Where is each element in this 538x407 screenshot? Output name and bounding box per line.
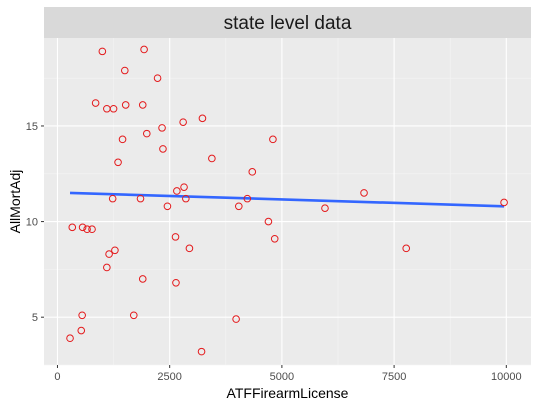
x-axis-title: ATFFirearmLicense bbox=[227, 385, 349, 401]
data-point bbox=[140, 45, 148, 54]
data-point bbox=[120, 66, 129, 75]
data-point bbox=[182, 194, 190, 203]
data-point bbox=[158, 124, 166, 132]
data-point bbox=[66, 334, 74, 343]
data-points bbox=[66, 45, 508, 356]
data-point bbox=[108, 194, 117, 203]
data-point bbox=[235, 202, 243, 211]
data-point bbox=[83, 225, 91, 234]
data-point bbox=[402, 244, 411, 253]
data-point bbox=[109, 104, 118, 113]
data-point bbox=[269, 135, 277, 144]
y-tick-label: 15 bbox=[26, 121, 38, 133]
data-point bbox=[321, 204, 329, 212]
data-point bbox=[185, 244, 194, 253]
data-point bbox=[270, 234, 279, 243]
data-point bbox=[243, 194, 252, 203]
data-point bbox=[180, 183, 188, 191]
y-tick-label: 10 bbox=[26, 217, 38, 229]
data-point bbox=[118, 135, 127, 144]
data-point bbox=[129, 311, 138, 320]
data-point bbox=[232, 315, 240, 323]
data-point bbox=[208, 154, 216, 163]
data-point bbox=[198, 114, 207, 123]
x-tick-label: 2500 bbox=[157, 371, 181, 383]
data-point bbox=[114, 158, 122, 167]
data-point bbox=[163, 202, 172, 211]
y-tick-label: 5 bbox=[32, 312, 38, 324]
data-point bbox=[103, 263, 111, 272]
data-point bbox=[98, 47, 107, 56]
x-tick-label: 5000 bbox=[270, 371, 294, 383]
data-point bbox=[138, 101, 147, 109]
data-point bbox=[197, 347, 206, 356]
x-tick-label: 0 bbox=[54, 371, 60, 383]
data-point bbox=[159, 145, 167, 153]
data-point bbox=[78, 223, 87, 232]
data-point bbox=[248, 168, 257, 176]
data-point bbox=[136, 194, 145, 203]
data-point bbox=[78, 311, 86, 320]
trend-line bbox=[69, 191, 505, 208]
data-point bbox=[360, 189, 368, 197]
data-point bbox=[171, 233, 180, 241]
data-point bbox=[173, 187, 181, 195]
major-gridlines bbox=[44, 38, 531, 365]
data-point bbox=[153, 74, 162, 82]
data-point bbox=[142, 129, 151, 138]
facet-strip bbox=[44, 7, 531, 38]
x-axis-ticks: 0 2500 5000 7500 10000 bbox=[54, 365, 522, 383]
data-point bbox=[68, 223, 77, 232]
data-point bbox=[77, 326, 86, 335]
plot-panel bbox=[44, 38, 531, 365]
facet-strip-title: state level data bbox=[224, 13, 352, 34]
data-point bbox=[121, 101, 130, 109]
data-point bbox=[172, 278, 180, 287]
data-point bbox=[88, 225, 96, 234]
y-axis-title: AllMortAdj bbox=[7, 170, 23, 234]
data-point bbox=[91, 99, 100, 107]
data-point bbox=[111, 246, 119, 255]
x-tick-label: 10000 bbox=[491, 371, 522, 383]
data-point bbox=[105, 250, 113, 258]
data-point bbox=[500, 198, 508, 207]
data-point bbox=[264, 217, 273, 226]
data-point bbox=[138, 275, 147, 283]
x-tick-label: 7500 bbox=[382, 371, 406, 383]
trend-line-layer bbox=[69, 191, 505, 208]
y-axis-ticks: 5 10 15 bbox=[26, 121, 44, 324]
data-point bbox=[179, 118, 187, 126]
